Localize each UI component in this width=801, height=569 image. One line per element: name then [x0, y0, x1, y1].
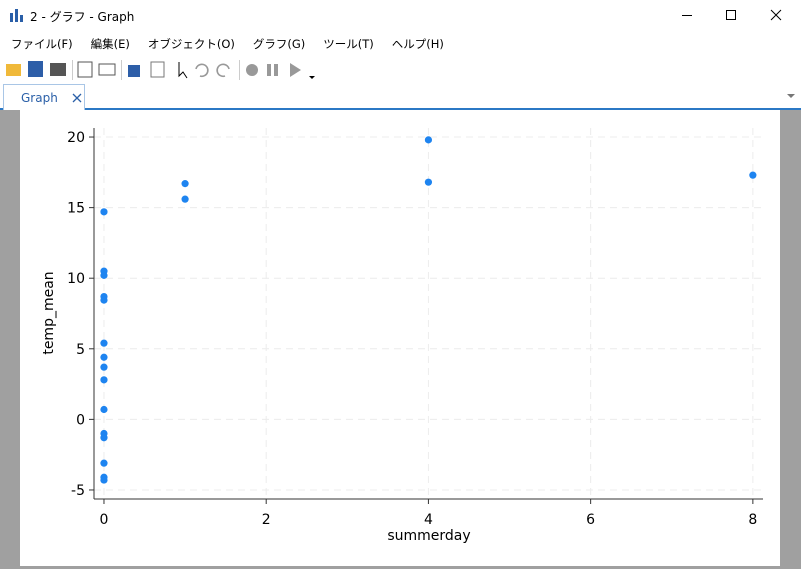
browser[interactable]: [150, 61, 165, 78]
point: [100, 353, 108, 361]
window-title: 2 - グラフ - Graph: [30, 10, 135, 24]
copy[interactable]: [77, 61, 93, 78]
point: [424, 178, 433, 186]
undo[interactable]: [195, 63, 209, 78]
y-tick-label: 5: [76, 342, 85, 358]
point: [100, 339, 108, 347]
point: [181, 180, 189, 188]
point: [100, 296, 108, 304]
menu-item[interactable]: 編集(E): [90, 37, 130, 51]
print[interactable]: [50, 63, 66, 76]
y-tick-label: 15: [67, 201, 85, 217]
editor[interactable]: [128, 65, 140, 77]
title-bar: 2 - グラフ - Graph: [0, 0, 801, 31]
point: [181, 195, 189, 203]
save[interactable]: [28, 61, 43, 77]
maximize[interactable]: [726, 10, 736, 20]
record[interactable]: [246, 64, 258, 76]
rename[interactable]: [98, 63, 116, 76]
window-controls[interactable]: [660, 0, 801, 31]
tab-label[interactable]: Graph: [21, 91, 58, 105]
y-tick-label: -5: [71, 483, 85, 499]
y-tick-label: 0: [76, 412, 85, 428]
toolbar: [6, 60, 315, 80]
point: [100, 271, 108, 279]
point: [749, 171, 757, 179]
tab-close[interactable]: [72, 93, 82, 103]
open[interactable]: [6, 64, 21, 76]
x-tick-label: 2: [262, 512, 271, 528]
menu-item[interactable]: グラフ(G): [252, 37, 306, 51]
menu-item[interactable]: ファイル(F): [11, 37, 73, 51]
redo[interactable]: [216, 63, 230, 78]
point: [100, 459, 108, 467]
menu-item[interactable]: ツール(T): [323, 37, 374, 51]
point: [100, 208, 108, 216]
point: [100, 376, 108, 384]
close[interactable]: [770, 9, 782, 21]
x-tick-label: 8: [748, 512, 757, 528]
tab-dropdown[interactable]: [786, 92, 796, 100]
app-icon: [10, 9, 23, 22]
point: [100, 476, 108, 484]
plot-region: [20, 110, 780, 566]
x-axis-title: summerday: [387, 528, 470, 544]
menu-item[interactable]: ヘルプ(H): [391, 37, 444, 51]
point: [424, 136, 433, 144]
play[interactable]: [290, 63, 301, 77]
tab-bar: Graph: [0, 84, 801, 110]
x-tick-label: 4: [424, 512, 433, 528]
tab[interactable]: Graph: [3, 84, 85, 110]
pointer[interactable]: [178, 62, 188, 79]
pause[interactable]: [274, 64, 278, 76]
y-tick-label: 20: [67, 130, 85, 146]
menu-item[interactable]: オブジェクト(O): [147, 37, 235, 51]
y-tick-label: 10: [67, 271, 85, 287]
x-tick-label: 6: [586, 512, 595, 528]
point: [100, 434, 108, 442]
y-axis-title: temp_mean: [41, 271, 57, 354]
menu-bar: ファイル(F) 編集(E) オブジェクト(O) グラフ(G) ツール(T) ヘルプ(H): [0, 33, 801, 55]
x-tick-label: 0: [100, 512, 109, 528]
point: [100, 405, 108, 414]
point: [100, 363, 108, 371]
chart: summerday temp_mean -5 0 5 10 15 20 0 2 4 6 8: [0, 110, 801, 569]
